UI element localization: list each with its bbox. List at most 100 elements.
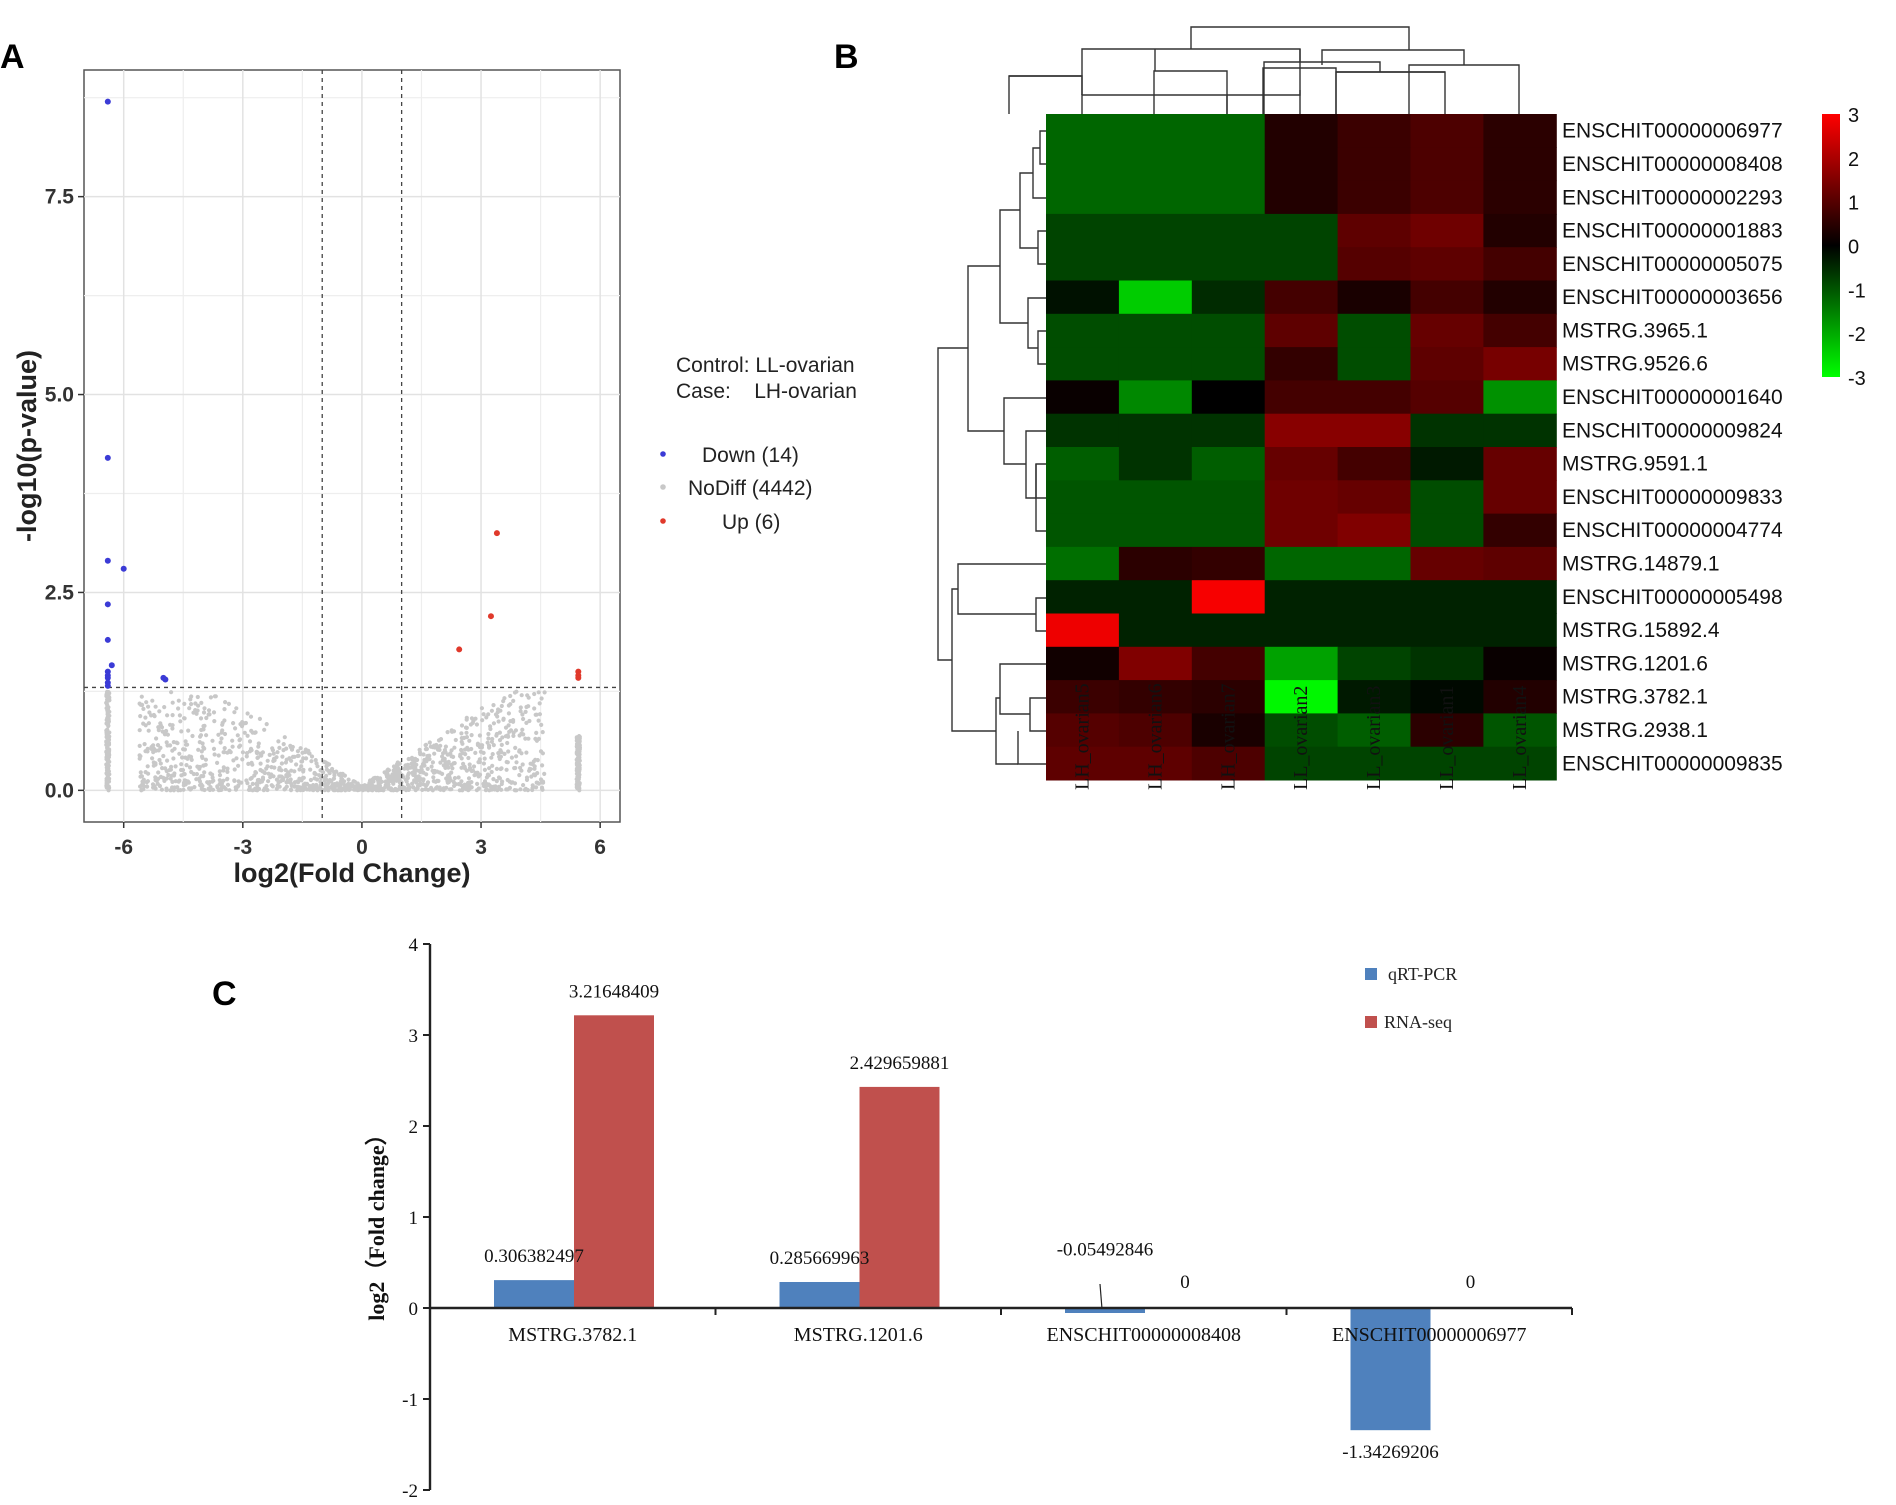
heatmap-cell [1410,380,1484,415]
heatmap-cell [1410,746,1484,781]
heatmap-cell [1118,680,1193,714]
heatmap-cell [1118,380,1193,415]
bar-y-tick-label: 0 [409,1299,419,1320]
heatmap-cell [1191,213,1266,248]
heatmap-row-label: ENSCHIT00000002293 [1562,186,1783,209]
heatmap-cell [1118,580,1193,614]
heatmap-cell [1264,646,1339,681]
color-scale-tick-label: 2 [1848,149,1859,171]
heatmap-cell [1118,180,1193,215]
heatmap-cell [1191,646,1266,681]
heatmap-cell [1483,180,1557,215]
heatmap-cell [1483,213,1557,248]
heatmap-cell [1483,746,1557,781]
heatmap-cell [1483,413,1557,448]
heatmap-cell [1483,380,1557,415]
bar-qrt-pcr [494,1280,574,1308]
heatmap-cell [1046,114,1120,148]
heatmap-cell [1191,746,1266,781]
heatmap-cell [1337,713,1411,748]
heatmap-cell [1264,413,1339,448]
bar-category-label: MSTRG.1201.6 [794,1324,923,1346]
bar-value-label: 2.429659881 [850,1053,950,1074]
heatmap-cell [1483,646,1557,681]
bar-qrt-pcr [1350,1308,1431,1431]
heatmap-cell [1337,413,1411,448]
heatmap-column-label: LL_ovarian3 [1363,686,1385,790]
color-scale-ticks: 3 2 1 0 -1 -2 -3 [1848,105,1866,390]
x-tick-label: 3 [475,836,487,859]
bar-y-tick-label: 3 [409,1026,419,1047]
heatmap-cell [1046,746,1120,781]
heatmap-cell [1483,546,1557,581]
row-dendrogram [937,130,1046,765]
heatmap-column-label: LL_ovarian4 [1509,686,1531,790]
color-scale-tick-label: -2 [1848,324,1866,346]
up-point [487,613,494,620]
heatmap-cell [1264,180,1339,215]
heatmap-row-label: MSTRG.9591.1 [1562,453,1708,476]
x-tick-label: -3 [233,836,252,859]
nodiff-points [104,689,583,793]
heatmap-row-label: MSTRG.9526.6 [1562,353,1708,376]
up-points [456,530,582,681]
bar-y-tick-label: 1 [409,1208,419,1229]
heatmap-cell [1337,147,1411,182]
heatmap-row-label: ENSCHIT00000001640 [1562,386,1783,409]
panel-label-c: C [212,975,237,1013]
heatmap-cell [1191,447,1266,481]
heatmap-cell [1337,580,1411,614]
heatmap-cell [1264,114,1339,148]
legend-marker-nodiff [660,484,666,490]
heatmap-cell [1264,713,1339,748]
heatmap-cell [1410,646,1484,681]
heatmap-cell [1410,313,1484,348]
volcano-plot: -6 -3 0 3 6 0.0 2.5 5.0 7.5 log2(Fold Change) -… [12,69,857,888]
heatmap-cell [1483,114,1557,148]
bar-y-tick-label: -2 [402,1481,418,1502]
heatmap-cell [1118,713,1193,748]
heatmap-cell [1264,513,1339,548]
heatmap-cell [1410,713,1484,748]
leader-line [1099,1283,1103,1310]
x-tick-label: 0 [356,836,368,859]
down-point [104,682,111,689]
x-tick-label: -6 [114,836,133,859]
heatmap-cell [1264,313,1339,348]
heatmap-cell [1046,613,1120,648]
volcano-legend: Down (14) NoDiff (4442) Up (6) [660,444,813,534]
bar-value-label: 0.306382497 [484,1246,584,1267]
heatmap-cell [1118,280,1193,315]
heatmap-cell [1410,580,1484,614]
heatmap-column-label: LH_ovarian7 [1217,683,1239,790]
color-scale-tick-label: 1 [1848,193,1859,215]
heatmap-cell [1046,380,1120,415]
heatmap-cell [1191,313,1266,348]
heatmap-cell [1410,280,1484,315]
heatmap-cell [1264,380,1339,415]
heatmap-cell [1191,613,1266,648]
heatmap-cell [1118,646,1193,681]
heatmap-row-label: MSTRG.14879.1 [1562,553,1720,576]
y-tick-label: 0.0 [45,779,74,802]
heatmap-cell [1483,513,1557,548]
heatmap-cell [1118,546,1193,581]
heatmap-cell [1410,413,1484,448]
heatmap-cell [1410,447,1484,481]
heatmap-cell [1046,480,1120,515]
heatmap-cell [1046,247,1120,281]
heatmap-cell [1483,580,1557,614]
heatmap-column-label: LL_ovarian2 [1290,686,1312,790]
down-point [162,676,169,683]
heatmap-cell [1191,580,1266,614]
bar-qrt-pcr [779,1282,860,1308]
heatmap-cell [1264,213,1339,248]
heatmap-cell [1191,347,1266,381]
up-point [456,646,463,653]
down-point [104,454,111,461]
heatmap-cell [1337,247,1411,281]
heatmap-cell [1483,247,1557,281]
down-point [120,565,127,572]
bar-y-tick-label: 4 [409,935,419,956]
